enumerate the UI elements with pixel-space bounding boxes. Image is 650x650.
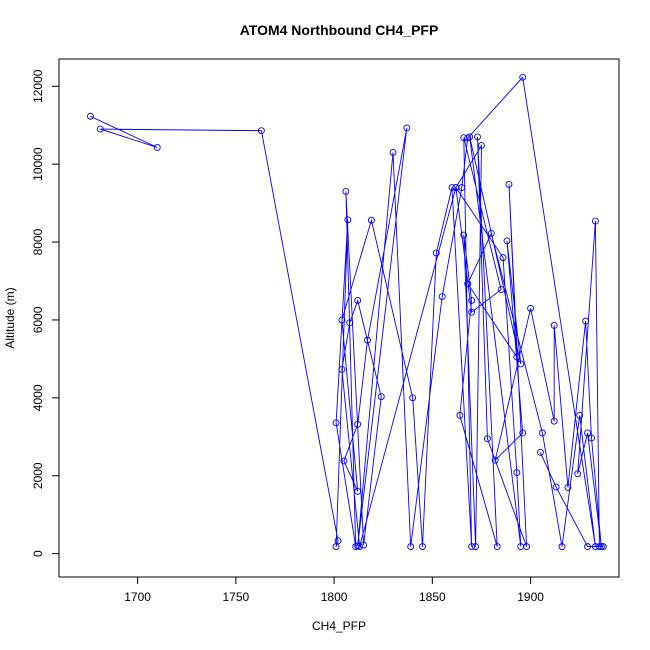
data-point — [483, 435, 491, 443]
data-point — [599, 543, 607, 551]
data-point — [503, 237, 511, 245]
data-point — [558, 543, 566, 551]
y-tick-label: 6000 — [31, 306, 45, 333]
data-point — [464, 134, 472, 142]
plot-frame — [58, 58, 620, 578]
data-point — [493, 543, 501, 551]
data-point — [377, 393, 385, 401]
data-point — [478, 142, 485, 149]
y-tick-label: 8000 — [31, 228, 45, 255]
data-point — [536, 448, 544, 456]
data-point — [513, 469, 521, 477]
data-point — [438, 293, 446, 301]
data-point — [354, 420, 362, 428]
data-point — [527, 304, 535, 312]
data-point — [456, 411, 464, 419]
data-point — [389, 149, 397, 156]
data-point — [550, 321, 558, 329]
data-point — [340, 457, 348, 465]
x-tick-label: 1750 — [222, 590, 249, 604]
data-point — [538, 429, 546, 437]
data-point — [432, 249, 440, 257]
data-point — [519, 429, 527, 437]
data-point — [591, 217, 599, 225]
data-point — [513, 353, 521, 361]
data-point — [584, 543, 592, 551]
y-tick-label: 4000 — [31, 384, 45, 411]
data-point — [367, 216, 375, 224]
data-point — [595, 543, 603, 551]
data-point — [354, 542, 362, 550]
data-point — [452, 184, 460, 191]
data-point — [407, 543, 415, 551]
y-tick-label: 2000 — [31, 462, 45, 489]
data-point — [597, 543, 605, 551]
data-point — [153, 143, 161, 151]
y-tick-label: 0 — [31, 550, 45, 557]
data-point — [499, 254, 507, 262]
data-point — [86, 112, 94, 120]
x-tick-label: 1800 — [321, 590, 348, 604]
data-point — [584, 429, 592, 437]
data-point — [576, 411, 584, 419]
data-point — [487, 230, 495, 237]
data-point — [419, 543, 426, 551]
y-tick-label: 10000 — [31, 147, 45, 181]
data-point — [468, 308, 476, 316]
data-point — [344, 216, 352, 224]
data-point — [354, 297, 362, 304]
data-point — [334, 537, 342, 545]
chart-title: ATOM4 Northbound CH4_PFP — [240, 22, 439, 38]
data-point — [332, 419, 340, 427]
data-point — [342, 187, 350, 195]
data-point — [364, 336, 371, 344]
data-point — [497, 286, 505, 294]
data-point — [354, 487, 362, 495]
data-point — [448, 184, 456, 191]
data-point — [474, 133, 481, 141]
data-point — [588, 434, 595, 442]
data-point — [338, 365, 346, 373]
y-axis: 0 2000 4000 6000 8000 10000 12000 — [31, 69, 60, 557]
y-axis-label: Altitude (m) — [3, 287, 17, 348]
data-point — [574, 470, 582, 478]
data-point — [464, 280, 472, 288]
data-point — [346, 319, 354, 327]
data-point — [338, 316, 346, 324]
data-point — [552, 483, 560, 491]
x-axis-label: CH4_PFP — [312, 619, 366, 633]
data-point — [466, 133, 474, 141]
x-tick-label: 1850 — [419, 590, 446, 604]
x-tick-label: 1700 — [124, 590, 151, 604]
data-point — [564, 483, 572, 491]
data-point — [550, 417, 558, 425]
data-point — [491, 456, 499, 464]
data-point — [257, 127, 265, 135]
data-point — [517, 543, 525, 551]
data-point — [332, 543, 340, 551]
series-layer — [86, 73, 607, 551]
data-point — [582, 317, 590, 325]
x-tick-label: 1900 — [517, 590, 544, 604]
data-point — [409, 394, 417, 402]
data-point — [468, 543, 476, 551]
data-point — [517, 360, 525, 368]
data-point — [460, 231, 468, 239]
data-point — [519, 73, 527, 81]
data-point — [472, 543, 480, 551]
y-tick-label: 12000 — [31, 69, 45, 103]
data-point — [403, 124, 411, 132]
data-point — [505, 180, 513, 188]
series-line — [90, 76, 604, 548]
data-point — [468, 297, 476, 304]
x-axis: 1700 1750 1800 1850 1900 — [124, 576, 544, 604]
data-point — [96, 125, 104, 133]
